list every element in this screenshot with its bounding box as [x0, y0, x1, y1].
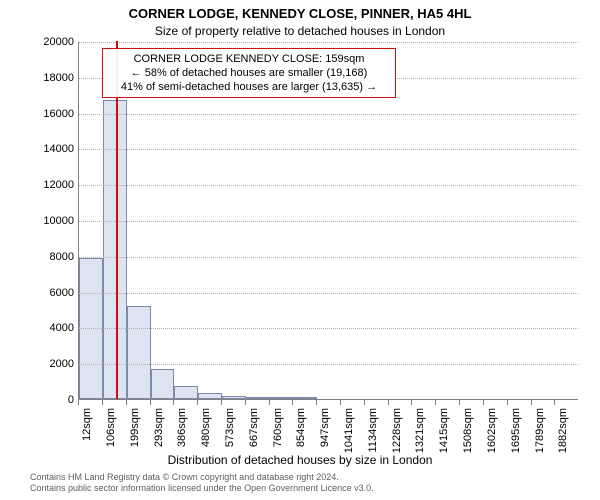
- x-tick: [364, 400, 365, 405]
- chart-title-sub: Size of property relative to detached ho…: [0, 24, 600, 38]
- y-tick-label: 20000: [24, 37, 74, 48]
- x-tick: [483, 400, 484, 405]
- x-tick: [435, 400, 436, 405]
- y-tick-label: 16000: [24, 109, 74, 120]
- x-tick: [340, 400, 341, 405]
- histogram-bar: [222, 396, 246, 399]
- x-tick: [221, 400, 222, 405]
- x-tick: [197, 400, 198, 405]
- x-tick: [507, 400, 508, 405]
- gridline: [79, 364, 578, 365]
- histogram-bar: [103, 100, 127, 399]
- histogram-bar: [270, 397, 294, 399]
- x-tick: [126, 400, 127, 405]
- x-tick: [150, 400, 151, 405]
- x-tick: [316, 400, 317, 405]
- x-tick: [102, 400, 103, 405]
- y-tick-label: 12000: [24, 180, 74, 191]
- y-tick-label: 8000: [24, 252, 74, 263]
- y-tick-label: 2000: [24, 359, 74, 370]
- footer-line2: Contains public sector information licen…: [30, 483, 374, 494]
- x-tick: [411, 400, 412, 405]
- y-tick-label: 6000: [24, 288, 74, 299]
- x-tick: [78, 400, 79, 405]
- chart-container: CORNER LODGE, KENNEDY CLOSE, PINNER, HA5…: [0, 0, 600, 500]
- gridline: [79, 257, 578, 258]
- histogram-bar: [246, 397, 270, 399]
- gridline: [79, 328, 578, 329]
- x-tick: [388, 400, 389, 405]
- y-tick-label: 4000: [24, 323, 74, 334]
- x-tick: [269, 400, 270, 405]
- annotation-line1: CORNER LODGE KENNEDY CLOSE: 159sqm: [109, 52, 389, 66]
- footer-line1: Contains HM Land Registry data © Crown c…: [30, 472, 374, 483]
- y-tick-label: 18000: [24, 73, 74, 84]
- x-tick: [531, 400, 532, 405]
- gridline: [79, 149, 578, 150]
- histogram-bar: [174, 386, 198, 399]
- x-tick: [292, 400, 293, 405]
- histogram-bar: [127, 306, 151, 399]
- annotation-line2: ← 58% of detached houses are smaller (19…: [109, 66, 389, 80]
- x-tick: [245, 400, 246, 405]
- x-tick: [173, 400, 174, 405]
- histogram-bar: [198, 393, 222, 399]
- histogram-bar: [151, 369, 175, 399]
- gridline: [79, 221, 578, 222]
- x-tick: [459, 400, 460, 405]
- chart-title-main: CORNER LODGE, KENNEDY CLOSE, PINNER, HA5…: [0, 6, 600, 21]
- annotation-box: CORNER LODGE KENNEDY CLOSE: 159sqm ← 58%…: [102, 48, 396, 98]
- y-tick-label: 14000: [24, 144, 74, 155]
- y-tick-label: 0: [24, 395, 74, 406]
- gridline: [79, 293, 578, 294]
- gridline: [79, 185, 578, 186]
- footer-attribution: Contains HM Land Registry data © Crown c…: [30, 472, 374, 494]
- gridline: [79, 114, 578, 115]
- x-axis-label: Distribution of detached houses by size …: [0, 453, 600, 467]
- gridline: [79, 42, 578, 43]
- x-tick: [554, 400, 555, 405]
- histogram-bar: [293, 397, 317, 399]
- y-tick-label: 10000: [24, 216, 74, 227]
- annotation-line3: 41% of semi-detached houses are larger (…: [109, 80, 389, 94]
